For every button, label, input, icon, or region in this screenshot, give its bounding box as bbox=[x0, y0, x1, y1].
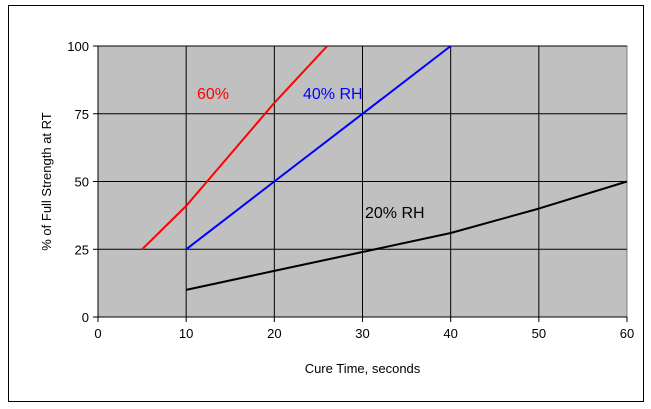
series-label-20-rh: 20% RH bbox=[365, 205, 425, 222]
chart-frame: 0 10 20 30 40 50 60 0 25 50 75 100 60% 40% RH 20% RH… bbox=[8, 5, 644, 402]
x-tick-label: 60 bbox=[620, 326, 634, 341]
series-line-20-rh bbox=[185, 180, 628, 291]
y-tick-label: 25 bbox=[75, 242, 89, 257]
x-tick-label: 40 bbox=[443, 326, 457, 341]
x-tick-label: 20 bbox=[267, 326, 281, 341]
series-lines bbox=[141, 45, 628, 291]
x-tick-label: 50 bbox=[532, 326, 546, 341]
y-axis-label: % of Full Strength at RT bbox=[39, 112, 54, 251]
grid-lines bbox=[98, 45, 627, 317]
y-tick-label: 100 bbox=[67, 39, 89, 54]
x-tick-label: 0 bbox=[94, 326, 101, 341]
x-axis-label: Cure Time, seconds bbox=[305, 361, 421, 376]
y-tick-labels: 0 25 50 75 100 bbox=[67, 39, 89, 325]
series-label-60: 60% bbox=[197, 86, 229, 103]
y-tick-label: 50 bbox=[75, 175, 89, 190]
line-chart: 0 10 20 30 40 50 60 0 25 50 75 100 60% 40% RH 20% RH… bbox=[39, 39, 634, 376]
x-tick-label: 10 bbox=[179, 326, 193, 341]
series-line-40-rh bbox=[185, 45, 452, 251]
y-tick-label: 0 bbox=[82, 310, 89, 325]
x-tick-labels: 0 10 20 30 40 50 60 bbox=[94, 326, 634, 341]
series-labels: 60% 40% RH 20% RH bbox=[197, 86, 425, 222]
series-label-40-rh: 40% RH bbox=[303, 86, 363, 103]
axes bbox=[93, 45, 628, 322]
y-tick-label: 75 bbox=[75, 107, 89, 122]
series-line-60 bbox=[141, 45, 328, 251]
x-tick-label: 30 bbox=[355, 326, 369, 341]
